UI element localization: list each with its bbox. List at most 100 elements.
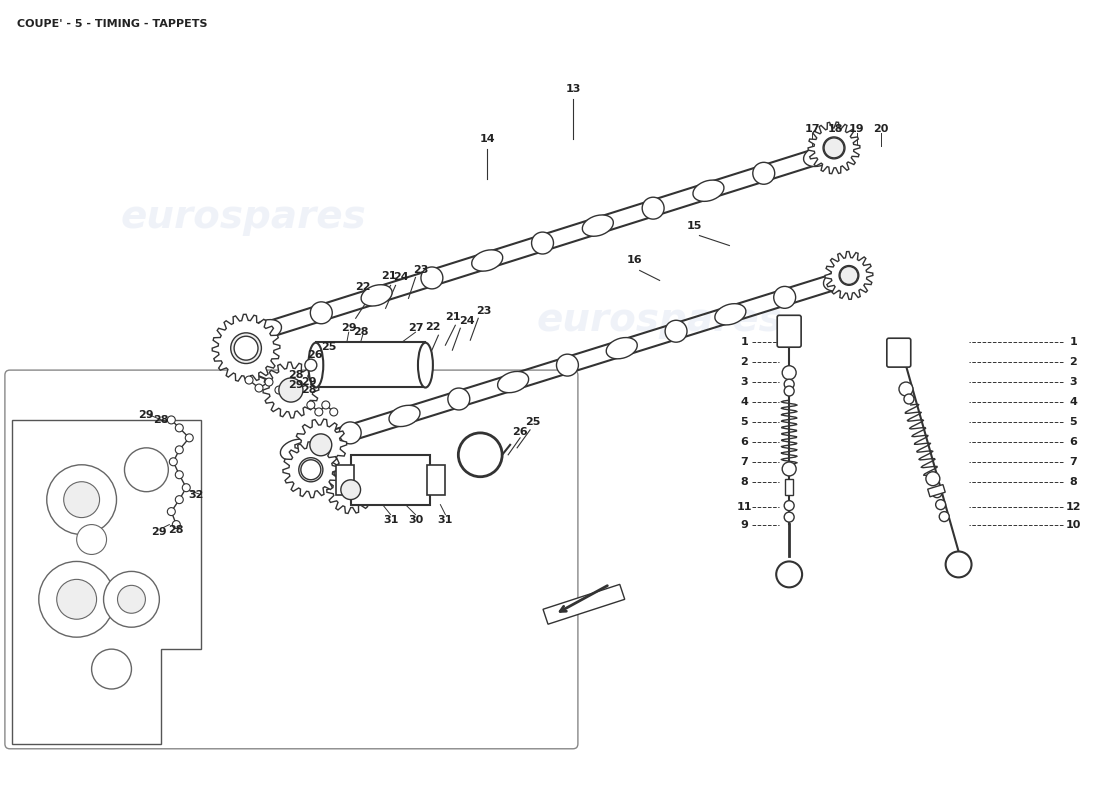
- Text: 31: 31: [438, 514, 453, 525]
- Ellipse shape: [824, 270, 855, 291]
- Circle shape: [255, 384, 263, 392]
- Text: 8: 8: [740, 477, 748, 486]
- Text: 30: 30: [408, 514, 424, 525]
- Polygon shape: [295, 419, 346, 470]
- Circle shape: [310, 434, 332, 456]
- Text: 29: 29: [301, 377, 317, 387]
- Ellipse shape: [251, 319, 282, 341]
- Ellipse shape: [361, 285, 392, 306]
- Polygon shape: [212, 314, 279, 382]
- Circle shape: [642, 198, 664, 219]
- Text: 4: 4: [740, 397, 748, 407]
- Circle shape: [173, 521, 180, 529]
- Circle shape: [840, 266, 858, 285]
- Text: 6: 6: [740, 437, 748, 447]
- Circle shape: [936, 500, 946, 510]
- Circle shape: [752, 162, 774, 184]
- Text: 28: 28: [353, 327, 369, 338]
- Text: 24: 24: [460, 316, 475, 326]
- Text: eurospares: eurospares: [120, 198, 366, 236]
- Text: 28: 28: [301, 385, 317, 395]
- Text: 27: 27: [408, 323, 424, 334]
- Circle shape: [823, 137, 845, 159]
- Ellipse shape: [389, 406, 420, 426]
- Circle shape: [234, 336, 258, 360]
- Ellipse shape: [582, 215, 614, 236]
- Text: 8: 8: [1069, 477, 1077, 486]
- Text: 4: 4: [1069, 397, 1077, 407]
- Text: 6: 6: [1069, 437, 1077, 447]
- Polygon shape: [12, 420, 201, 744]
- Text: 16: 16: [627, 255, 642, 266]
- Circle shape: [307, 401, 315, 409]
- Text: 25: 25: [526, 417, 541, 427]
- Text: 12: 12: [1066, 502, 1081, 512]
- Circle shape: [167, 508, 175, 515]
- Bar: [785, 479, 793, 495]
- Ellipse shape: [715, 304, 746, 325]
- Text: 20: 20: [873, 124, 889, 134]
- Circle shape: [175, 424, 184, 432]
- Circle shape: [839, 266, 859, 286]
- Circle shape: [39, 562, 114, 637]
- Circle shape: [448, 388, 470, 410]
- Circle shape: [167, 416, 175, 424]
- Circle shape: [932, 488, 942, 498]
- Polygon shape: [283, 442, 339, 498]
- Circle shape: [899, 382, 913, 396]
- Circle shape: [904, 394, 914, 404]
- Bar: [316, 342, 426, 387]
- Circle shape: [245, 376, 253, 384]
- Circle shape: [777, 562, 802, 587]
- Text: 26: 26: [513, 427, 528, 437]
- Circle shape: [782, 462, 796, 476]
- Circle shape: [185, 434, 194, 442]
- Circle shape: [175, 446, 184, 454]
- Circle shape: [278, 378, 303, 402]
- Text: 5: 5: [740, 417, 748, 427]
- Ellipse shape: [693, 180, 724, 202]
- Circle shape: [824, 138, 844, 158]
- Text: 28: 28: [154, 415, 169, 425]
- Bar: [428, 465, 446, 494]
- Bar: [336, 465, 354, 494]
- Circle shape: [531, 232, 553, 254]
- Text: 1: 1: [1069, 338, 1077, 347]
- Circle shape: [557, 354, 579, 376]
- Text: 9: 9: [740, 519, 748, 530]
- Circle shape: [275, 386, 283, 394]
- Text: 11: 11: [737, 502, 752, 512]
- Circle shape: [301, 460, 321, 480]
- Circle shape: [773, 286, 795, 308]
- Ellipse shape: [308, 342, 323, 387]
- Circle shape: [103, 571, 160, 627]
- Circle shape: [784, 501, 794, 510]
- Circle shape: [91, 649, 132, 689]
- Circle shape: [64, 482, 100, 518]
- Text: 26: 26: [307, 350, 322, 360]
- Circle shape: [305, 359, 317, 371]
- Circle shape: [330, 408, 338, 416]
- Text: 7: 7: [1069, 457, 1077, 466]
- Ellipse shape: [606, 338, 637, 359]
- Text: 1: 1: [740, 338, 748, 347]
- Text: 29: 29: [288, 380, 304, 390]
- Bar: [351, 455, 430, 505]
- Circle shape: [299, 458, 323, 482]
- Text: 2: 2: [1069, 357, 1077, 367]
- Circle shape: [784, 379, 794, 389]
- FancyBboxPatch shape: [778, 315, 801, 347]
- Circle shape: [310, 302, 332, 324]
- Circle shape: [339, 422, 361, 444]
- Circle shape: [784, 512, 794, 522]
- Text: 32: 32: [188, 490, 204, 500]
- Circle shape: [666, 320, 688, 342]
- Text: 29: 29: [152, 526, 167, 537]
- Text: 3: 3: [740, 377, 748, 387]
- Circle shape: [784, 386, 794, 396]
- Circle shape: [57, 579, 97, 619]
- Polygon shape: [808, 122, 860, 174]
- Circle shape: [77, 525, 107, 554]
- Text: 29: 29: [139, 410, 154, 420]
- Circle shape: [265, 378, 273, 386]
